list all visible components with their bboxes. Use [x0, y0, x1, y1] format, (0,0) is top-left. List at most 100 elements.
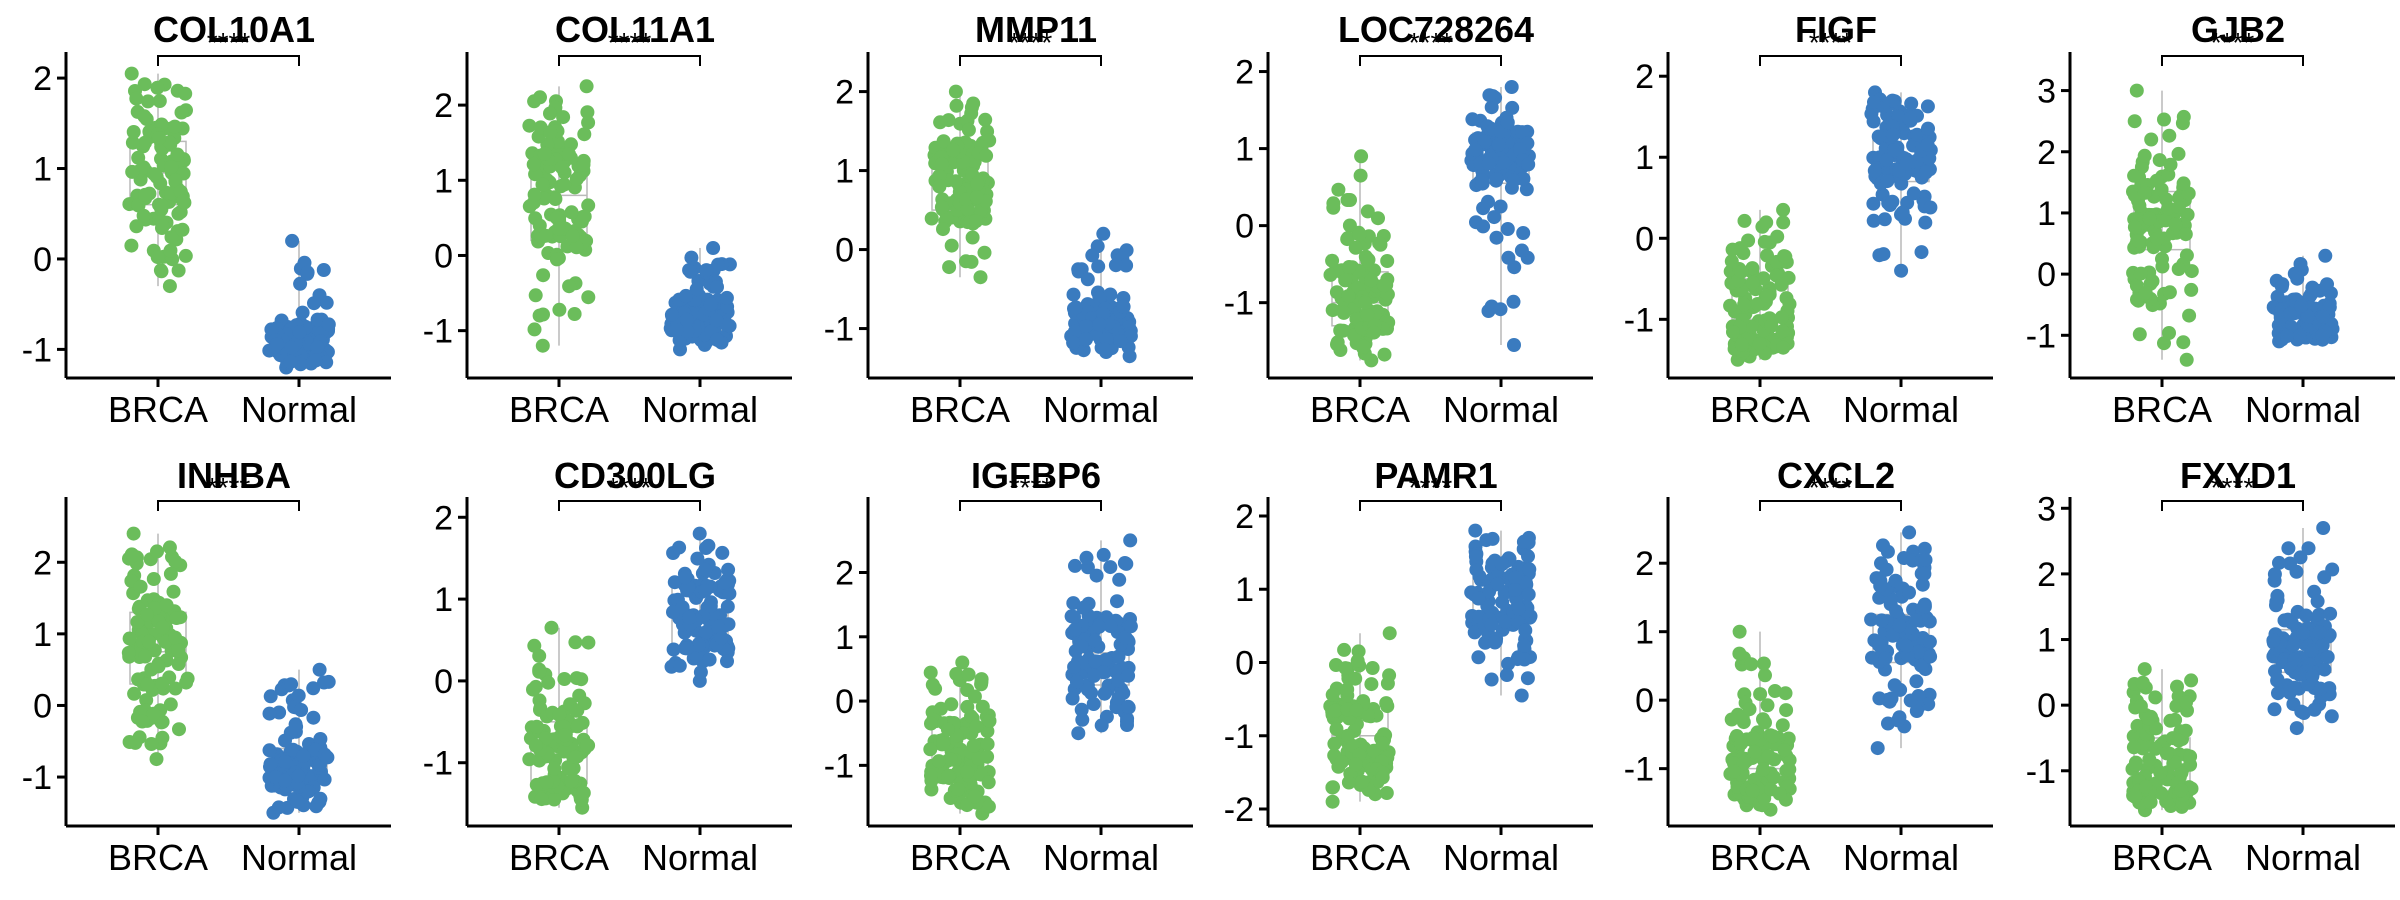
- data-point-brca: [1777, 743, 1792, 758]
- data-point-brca: [1355, 774, 1370, 789]
- data-point-normal: [1879, 562, 1894, 577]
- data-point-brca: [2161, 201, 2176, 216]
- data-point-brca: [2168, 217, 2183, 232]
- data-point-brca: [168, 554, 183, 569]
- data-point-brca: [1325, 687, 1340, 702]
- data-point-normal: [2287, 680, 2302, 695]
- data-point-normal: [1870, 741, 1885, 756]
- y-tick-label: 1: [835, 153, 854, 191]
- data-point-brca: [155, 676, 170, 691]
- data-point-brca: [1341, 775, 1356, 790]
- data-point-brca: [1746, 730, 1761, 745]
- data-point-normal: [1489, 172, 1504, 187]
- data-point-brca: [2148, 690, 2163, 705]
- data-point-normal: [1922, 634, 1937, 649]
- data-point-brca: [2179, 695, 2193, 710]
- data-point-normal: [1069, 674, 1084, 689]
- data-point-brca: [567, 307, 582, 321]
- data-point-normal: [2267, 567, 2282, 582]
- data-point-normal: [664, 307, 679, 322]
- x-tick-label: Normal: [2245, 389, 2361, 430]
- data-point-normal: [714, 631, 729, 646]
- data-point-normal: [1103, 619, 1118, 633]
- data-point-brca: [1774, 310, 1789, 325]
- data-point-normal: [262, 743, 277, 758]
- data-point-brca: [569, 172, 584, 187]
- data-point-brca: [171, 657, 186, 671]
- panel-title: INHBA: [177, 455, 291, 496]
- data-point-brca: [552, 302, 567, 317]
- data-point-brca: [2171, 262, 2186, 276]
- data-point-normal: [2284, 615, 2299, 630]
- data-point-normal: [1876, 538, 1890, 553]
- data-point-normal: [719, 290, 734, 305]
- data-point-normal: [1085, 248, 1100, 263]
- data-point-normal: [1514, 243, 1529, 258]
- data-point-normal: [1110, 594, 1124, 609]
- data-point-brca: [2178, 723, 2193, 738]
- data-point-normal: [1915, 577, 1930, 592]
- data-point-normal: [1891, 713, 1905, 728]
- y-tick-label: 0: [33, 687, 52, 725]
- data-point-brca: [2168, 712, 2183, 727]
- data-point-brca: [125, 164, 140, 179]
- data-point-normal: [306, 710, 321, 725]
- data-point-normal: [1086, 668, 1101, 683]
- y-tick-label: 1: [434, 581, 453, 619]
- data-point-brca: [2182, 308, 2197, 323]
- data-point-brca: [1775, 718, 1790, 733]
- data-point-brca: [528, 738, 543, 753]
- x-tick-label: BRCA: [509, 389, 609, 430]
- data-point-brca: [1328, 703, 1343, 718]
- data-point-brca: [961, 667, 976, 682]
- data-point-normal: [1919, 165, 1934, 180]
- data-point-normal: [1465, 112, 1480, 127]
- data-point-brca: [135, 714, 150, 729]
- data-point-normal: [310, 312, 325, 327]
- data-point-normal: [1467, 625, 1482, 640]
- data-point-brca: [2144, 132, 2159, 147]
- data-point-normal: [1067, 610, 1081, 624]
- data-point-brca: [1356, 339, 1371, 354]
- data-point-normal: [310, 340, 325, 355]
- data-point-brca: [175, 222, 190, 237]
- data-point-brca: [1776, 340, 1791, 355]
- data-point-brca: [932, 169, 947, 184]
- data-point-normal: [703, 297, 718, 312]
- data-point-brca: [1726, 325, 1740, 339]
- data-point-normal: [1120, 714, 1134, 729]
- data-point-brca: [1327, 736, 1342, 751]
- data-point-normal: [1877, 212, 1892, 227]
- data-point-normal: [319, 355, 334, 370]
- x-tick-label: BRCA: [1310, 837, 1410, 878]
- data-point-brca: [949, 667, 964, 681]
- data-point-brca: [1745, 275, 1760, 290]
- data-point-brca: [1756, 762, 1771, 777]
- x-tick-label: BRCA: [910, 389, 1010, 430]
- data-point-brca: [966, 738, 981, 753]
- data-point-brca: [149, 752, 164, 767]
- y-tick-label: -1: [824, 311, 854, 349]
- data-point-normal: [2305, 643, 2319, 658]
- data-point-brca: [1752, 337, 1767, 351]
- data-point-brca: [1379, 786, 1394, 800]
- data-point-normal: [2300, 309, 2315, 324]
- significance-label: ****: [2211, 27, 2255, 58]
- data-point-brca: [934, 200, 949, 215]
- data-point-normal: [678, 288, 693, 303]
- data-point-brca: [176, 194, 191, 209]
- data-point-brca: [1348, 757, 1363, 772]
- data-point-brca: [1336, 305, 1351, 320]
- panel-title: GJB2: [2191, 9, 2285, 50]
- data-point-normal: [1886, 127, 1901, 142]
- data-point-normal: [284, 340, 299, 355]
- data-point-normal: [1866, 114, 1881, 129]
- data-point-brca: [2127, 168, 2142, 183]
- data-point-brca: [1380, 254, 1395, 268]
- data-point-normal: [2296, 626, 2310, 641]
- data-point-normal: [2312, 625, 2327, 640]
- data-point-normal: [278, 733, 292, 748]
- data-point-brca: [1361, 708, 1375, 723]
- data-point-normal: [308, 353, 323, 368]
- data-point-brca: [150, 250, 165, 265]
